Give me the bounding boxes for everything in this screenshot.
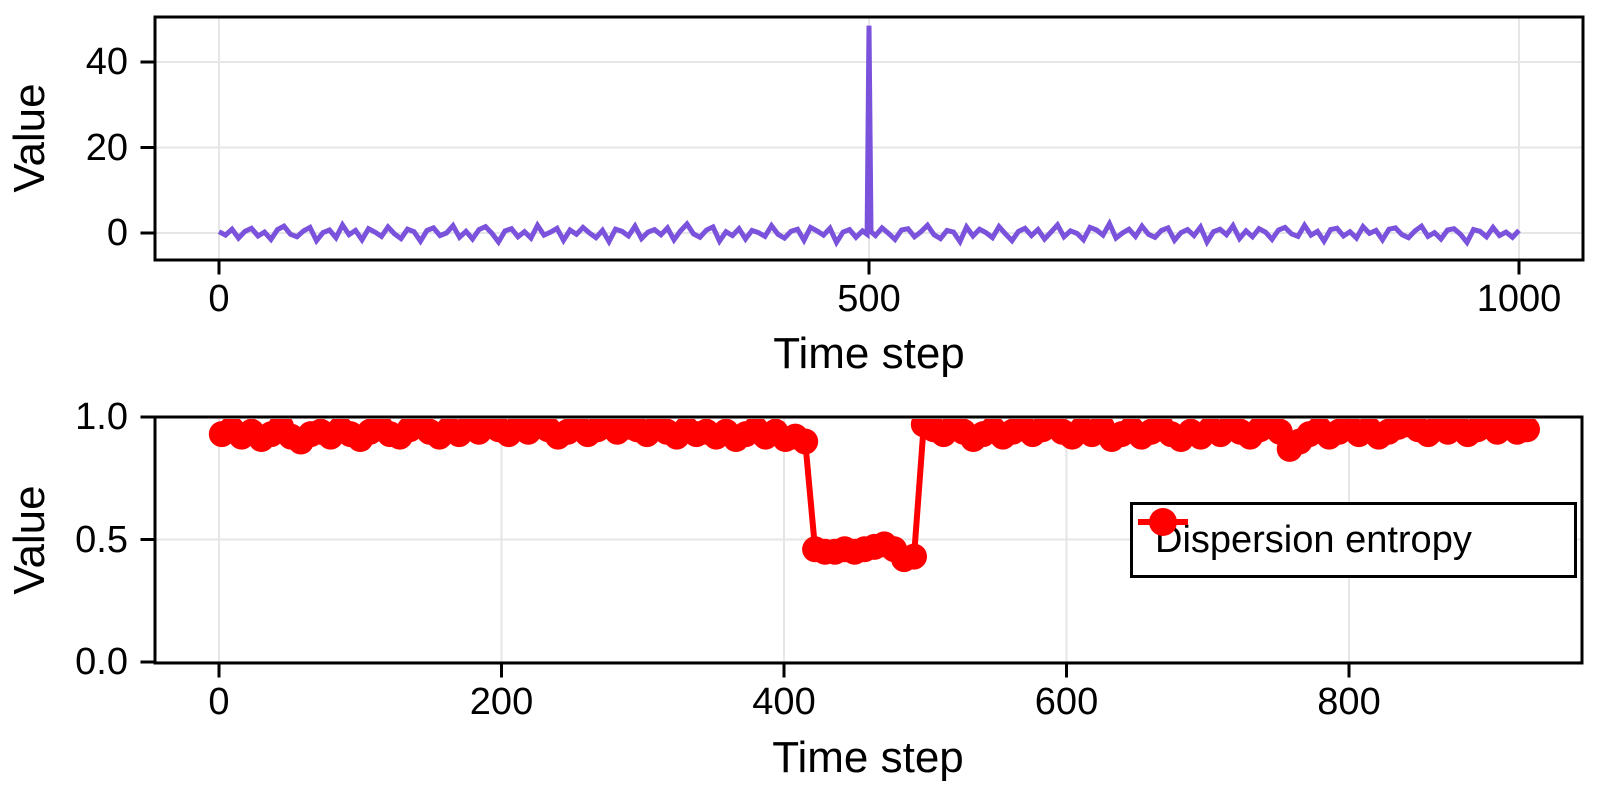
x-tick-label: 600 <box>1034 681 1099 723</box>
x-tick-label: 0 <box>208 278 230 320</box>
legend-marker-icon <box>1138 508 1188 536</box>
y-tick-label: 0.5 <box>75 518 128 561</box>
entropy-series <box>208 419 1540 573</box>
x-tick-label: 800 <box>1317 681 1381 723</box>
y-tick-label: 40 <box>85 41 128 83</box>
y-tick-label: 1.0 <box>75 396 128 438</box>
x-tick-label: 500 <box>837 278 901 320</box>
bottom-x-axis-label: Time step <box>772 733 964 782</box>
tick-marks <box>140 415 1351 678</box>
legend: Dispersion entropy <box>1130 502 1577 578</box>
top-x-axis-label: Time step <box>773 329 965 378</box>
signal-series <box>217 25 1521 248</box>
y-tick-label: 0 <box>106 212 128 254</box>
signal-panel <box>140 15 1585 275</box>
axis-spine <box>153 15 1585 262</box>
x-tick-label: 400 <box>752 681 816 723</box>
x-tick-label: 1000 <box>1476 278 1562 320</box>
x-tick-label: 0 <box>208 681 230 723</box>
y-tick-label: 20 <box>85 126 128 169</box>
y-tick-label: 0.0 <box>75 641 128 683</box>
x-tick-label: 200 <box>469 681 534 723</box>
tick-marks <box>140 60 1521 275</box>
entropy-panel <box>140 415 1584 678</box>
legend-label: Dispersion entropy <box>1155 518 1472 561</box>
axis-spine <box>153 415 1584 665</box>
